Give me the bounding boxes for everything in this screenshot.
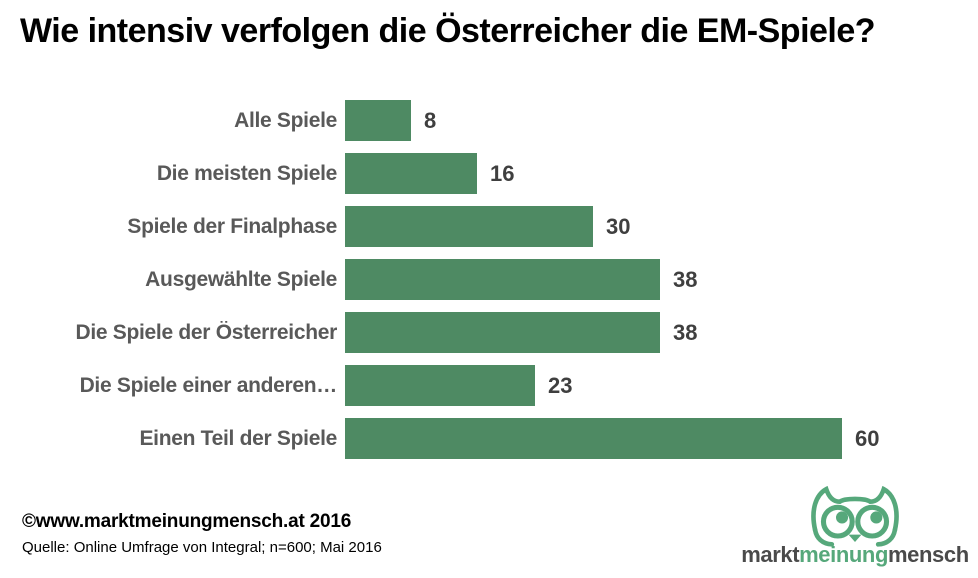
category-label: Die Spiele einer anderen…	[79, 373, 338, 397]
chart-row: Die meisten Spiele 16	[0, 153, 978, 194]
logo-word-meinung: meinung	[799, 542, 889, 567]
bar	[345, 206, 593, 247]
value-label: 8	[424, 107, 437, 133]
bar-track: 30	[345, 206, 978, 247]
chart-row: Die Spiele der Österreicher 38	[0, 312, 978, 353]
source-text: Quelle: Online Umfrage von Integral; n=6…	[22, 539, 382, 556]
owl-icon	[811, 485, 899, 547]
attribution-block: ©www.marktmeinungmensch.at 2016 Quelle: …	[22, 511, 382, 556]
bar-track: 16	[345, 153, 978, 194]
logo-wordmark: marktmeinungmensch	[741, 542, 969, 568]
value-label: 38	[673, 266, 698, 292]
bar	[345, 100, 411, 141]
bar-track: 8	[345, 100, 978, 141]
bar-track: 38	[345, 312, 978, 353]
chart-row: Alle Spiele 8	[0, 100, 978, 141]
value-label: 23	[548, 372, 573, 398]
category-label: Ausgewählte Spiele	[145, 267, 337, 291]
copyright-text: ©www.marktmeinungmensch.at 2016	[22, 511, 352, 532]
bar	[345, 418, 842, 459]
chart-row: Spiele der Finalphase 30	[0, 206, 978, 247]
bar-chart: Alle Spiele 8 Die meisten Spiele 16 Spiele d…	[0, 100, 978, 459]
chart-row: Die Spiele einer anderen… 23	[0, 365, 978, 406]
category-label: Spiele der Finalphase	[127, 214, 337, 238]
value-label: 38	[673, 319, 698, 345]
chart-title: Wie intensiv verfolgen die Österreicher …	[20, 12, 876, 50]
value-label: 30	[606, 213, 631, 239]
logo: marktmeinungmensch	[740, 484, 970, 568]
bar	[345, 312, 660, 353]
bar	[345, 259, 660, 300]
category-label: Die meisten Spiele	[156, 161, 337, 185]
category-label: Die Spiele der Österreicher	[75, 320, 337, 344]
category-label: Einen Teil der Spiele	[139, 426, 337, 450]
value-label: 60	[855, 425, 880, 451]
value-label: 16	[490, 160, 515, 186]
bar	[345, 365, 535, 406]
bar	[345, 153, 477, 194]
logo-word-markt: markt	[741, 542, 800, 567]
bar-track: 23	[345, 365, 978, 406]
chart-row: Ausgewählte Spiele 38	[0, 259, 978, 300]
category-label: Alle Spiele	[234, 108, 337, 132]
logo-word-mensch: mensch	[888, 542, 969, 567]
bar-track: 38	[345, 259, 978, 300]
chart-row: Einen Teil der Spiele 60	[0, 418, 978, 459]
bar-track: 60	[345, 418, 978, 459]
